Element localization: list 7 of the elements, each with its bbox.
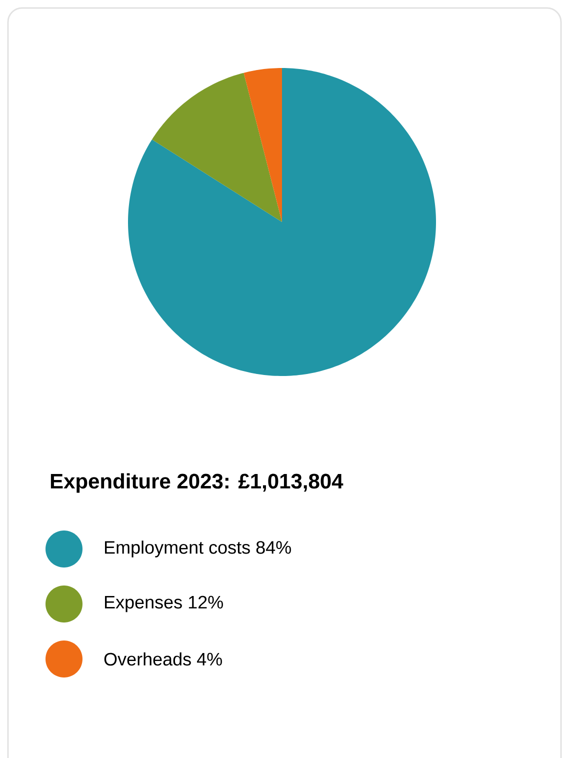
data-label: 84% [256,541,291,554]
data-label: 12% [188,596,223,609]
legend-label: Overheads [104,652,191,666]
legend-label: Employment costs [105,540,250,558]
text: Expenditure 2023: £1,013,804 [50,473,344,493]
data-label: 4% [196,652,222,666]
legend-label: Expenses [105,596,182,612]
